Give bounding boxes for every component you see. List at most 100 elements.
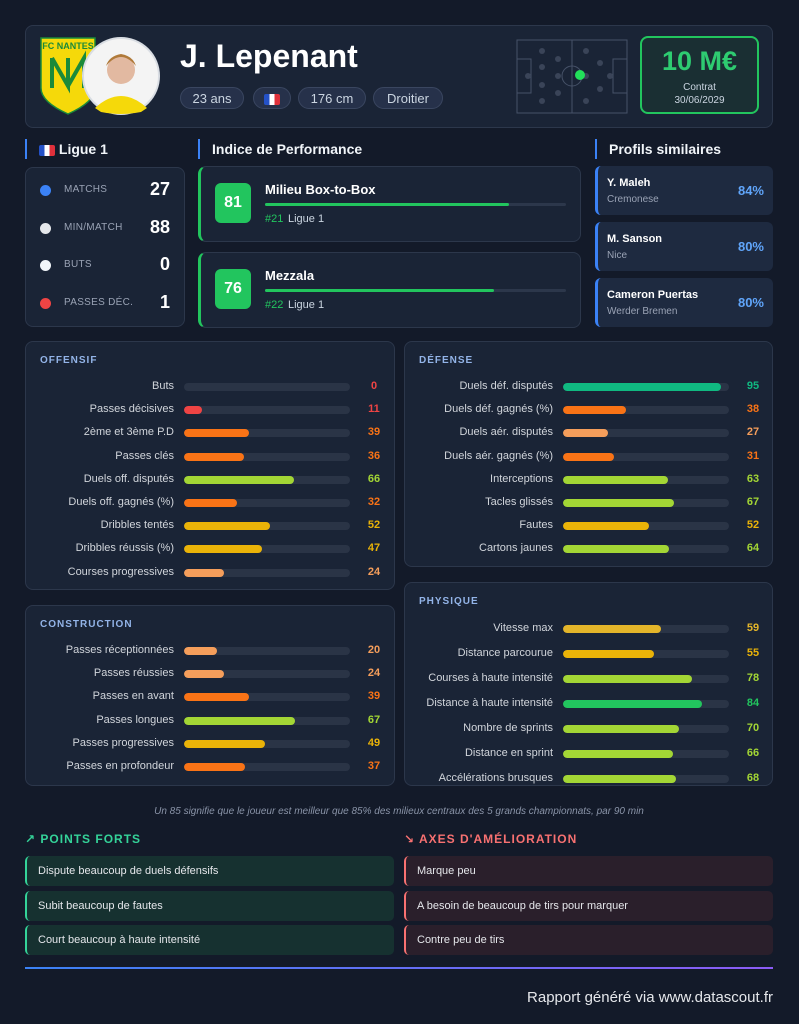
similar-title: Profils similaires <box>595 139 721 159</box>
metric-label: Vitesse max <box>493 622 553 634</box>
divider <box>25 967 773 969</box>
similar-name: Cameron Puertas <box>607 289 699 301</box>
metric-value: 24 <box>367 565 381 578</box>
metric-value: 27 <box>746 426 760 439</box>
flag <box>39 144 55 156</box>
metric-bar <box>184 406 203 415</box>
metric-track <box>184 429 350 438</box>
similar-name: Y. Maleh <box>607 177 651 189</box>
metric-track <box>184 475 350 484</box>
metric-value: 59 <box>746 622 760 634</box>
metric-label: Passes en avant <box>92 690 174 703</box>
panel-title: PHYSIQUE <box>419 596 479 607</box>
club-name: FC NANTES <box>42 41 94 51</box>
similarity: 84% <box>737 183 764 198</box>
metric-track <box>184 383 350 391</box>
metric-track <box>563 675 729 683</box>
metric-value: 24 <box>367 667 381 680</box>
role-league: Ligue 1 <box>288 299 325 311</box>
list-item: Marque peu <box>404 856 773 886</box>
metric-bar <box>563 522 650 531</box>
age-tag: 23 ans <box>180 87 244 109</box>
stat-value: 88 <box>149 216 170 237</box>
metric-label: Passes réussies <box>93 667 174 680</box>
metric-track <box>563 429 729 438</box>
contract-end: 30/06/2029 <box>674 95 725 106</box>
metric-track <box>184 406 350 415</box>
metric-label: Duels aér. gagnés (%) <box>444 449 553 462</box>
metric-value: 39 <box>367 426 381 439</box>
metric-label: Passes en profondeur <box>66 760 174 772</box>
role-score: 76 <box>215 269 251 309</box>
metric-track <box>184 647 350 655</box>
metric-track <box>563 522 729 531</box>
stat-label: PASSES DÉC. <box>64 296 134 308</box>
metric-bar <box>563 452 615 461</box>
score-bar <box>265 203 509 206</box>
metric-track <box>184 499 350 507</box>
metric-bar <box>184 522 271 531</box>
metric-value: 31 <box>746 449 760 462</box>
list-item: Contre peu de tirs <box>404 925 773 955</box>
metric-label: 2ème et 3ème P.D <box>83 426 174 439</box>
metric-value: 52 <box>367 519 381 532</box>
stat-icon <box>40 185 51 196</box>
stat-label: MATCHS <box>64 184 108 195</box>
foot-tag: Droitier <box>373 87 443 109</box>
metric-label: Passes réceptionnées <box>65 644 174 656</box>
role-rank: #22 <box>265 299 284 311</box>
metric-value: 78 <box>746 672 760 684</box>
metric-value: 36 <box>367 449 381 462</box>
metric-track <box>563 650 729 658</box>
metric-label: Duels aér. disputés <box>459 426 553 439</box>
player-name: J. Lepenant <box>180 38 358 74</box>
flag <box>264 94 280 106</box>
metric-bar <box>563 675 693 683</box>
stat-panel: PHYSIQUE Vitesse max 59 Distance parcourue 5… <box>404 582 773 786</box>
metric-bar <box>563 499 675 507</box>
metric-value: 55 <box>746 647 760 659</box>
metric-label: Duels déf. gagnés (%) <box>444 403 553 416</box>
similar-card: Y. Maleh Cremonese 84% <box>595 166 773 215</box>
stat-label: MIN/MATCH <box>64 221 123 233</box>
metric-bar <box>563 406 627 415</box>
metric-value: 68 <box>746 772 760 784</box>
metric-track <box>563 625 729 633</box>
metric-label: Distance à haute intensité <box>426 697 553 709</box>
metric-bar <box>184 693 249 702</box>
list-item: Subit beaucoup de fautes <box>25 890 394 921</box>
metric-value: 32 <box>367 496 381 508</box>
metric-label: Buts <box>151 380 174 392</box>
metric-track <box>184 670 350 679</box>
league-card: MATCHS 27 MIN/MATCH 88 BUTS 0 PASSES DÉC. 1 <box>25 167 185 327</box>
similar-club: Nice <box>607 250 628 261</box>
metric-value: 20 <box>367 644 381 656</box>
similar-club: Werder Bremen <box>607 306 678 317</box>
metric-bar <box>563 475 668 484</box>
metric-bar <box>184 499 238 507</box>
metric-bar <box>563 700 703 708</box>
metric-label: Distance parcourue <box>457 647 553 659</box>
role-name: Mezzala <box>265 268 315 283</box>
metric-bar <box>563 545 670 554</box>
metric-track <box>184 693 350 702</box>
similar-name: M. Sanson <box>607 233 663 245</box>
metric-bar <box>184 716 296 725</box>
metric-bar <box>563 625 661 633</box>
metric-value: 67 <box>746 496 760 508</box>
metric-value: 39 <box>367 690 381 703</box>
metric-bar <box>563 725 680 733</box>
metric-track <box>184 545 350 554</box>
metric-label: Passes longues <box>96 713 174 726</box>
metric-bar <box>563 429 608 438</box>
role-card: 76 Mezzala #22 Ligue 1 <box>198 252 581 328</box>
metric-track <box>563 545 729 554</box>
metric-label: Passes progressives <box>72 736 175 749</box>
role-league: Ligue 1 <box>288 213 325 225</box>
list-item: A besoin de beaucoup de tirs pour marque… <box>404 890 773 921</box>
metric-value: 66 <box>746 747 760 759</box>
metric-label: Distance en sprint <box>464 747 553 759</box>
metric-label: Cartons jaunes <box>479 542 553 555</box>
score-track <box>265 203 566 206</box>
